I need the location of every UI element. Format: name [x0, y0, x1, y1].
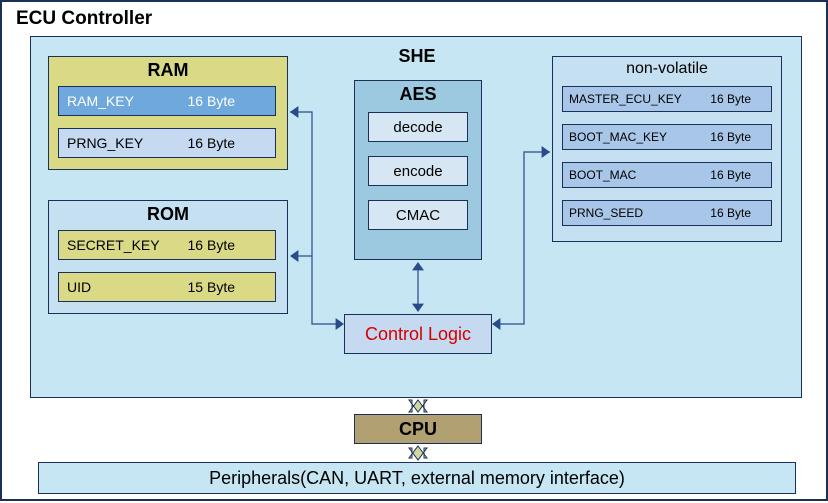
- nonvolatile-title: non-volatile: [552, 60, 782, 78]
- prng-seed-row: PRNG_SEED 16 Byte: [562, 200, 772, 226]
- cmac-box: CMAC: [368, 200, 468, 230]
- she-title: SHE: [342, 46, 492, 67]
- decode-box: decode: [368, 112, 468, 142]
- uid-size: 15 Byte: [188, 279, 235, 295]
- prng-key-name: PRNG_KEY: [67, 135, 143, 151]
- rom-title: ROM: [48, 204, 288, 225]
- boot-mac-key-name: BOOT_MAC_KEY: [569, 130, 667, 144]
- control-logic-box: Control Logic: [344, 314, 492, 354]
- uid-name: UID: [67, 279, 91, 295]
- prng-seed-size: 16 Byte: [710, 206, 751, 220]
- secret-key-row: SECRET_KEY 16 Byte: [58, 230, 276, 260]
- diagram-canvas: ECU Controller SHE RAM RAM_KEY 16 Byte P…: [0, 0, 828, 501]
- ram-key-name: RAM_KEY: [67, 93, 134, 109]
- boot-mac-size: 16 Byte: [710, 168, 751, 182]
- secret-key-size: 16 Byte: [188, 237, 235, 253]
- master-key-name: MASTER_ECU_KEY: [569, 92, 682, 106]
- prng-key-size: 16 Byte: [188, 135, 235, 151]
- ram-key-size: 16 Byte: [188, 93, 235, 109]
- prng-seed-name: PRNG_SEED: [569, 206, 643, 220]
- cpu-box: CPU: [354, 414, 482, 444]
- secret-key-name: SECRET_KEY: [67, 237, 160, 253]
- master-key-size: 16 Byte: [710, 92, 751, 106]
- master-key-row: MASTER_ECU_KEY 16 Byte: [562, 86, 772, 112]
- uid-row: UID 15 Byte: [58, 272, 276, 302]
- ecu-title: ECU Controller: [16, 8, 152, 30]
- ram-key-row: RAM_KEY 16 Byte: [58, 86, 276, 116]
- prng-key-row: PRNG_KEY 16 Byte: [58, 128, 276, 158]
- encode-box: encode: [368, 156, 468, 186]
- boot-mac-key-size: 16 Byte: [710, 130, 751, 144]
- boot-mac-key-row: BOOT_MAC_KEY 16 Byte: [562, 124, 772, 150]
- boot-mac-name: BOOT_MAC: [569, 168, 636, 182]
- aes-title: AES: [354, 84, 482, 105]
- ram-title: RAM: [48, 60, 288, 81]
- boot-mac-row: BOOT_MAC 16 Byte: [562, 162, 772, 188]
- peripherals-box: Peripherals(CAN, UART, external memory i…: [38, 462, 796, 494]
